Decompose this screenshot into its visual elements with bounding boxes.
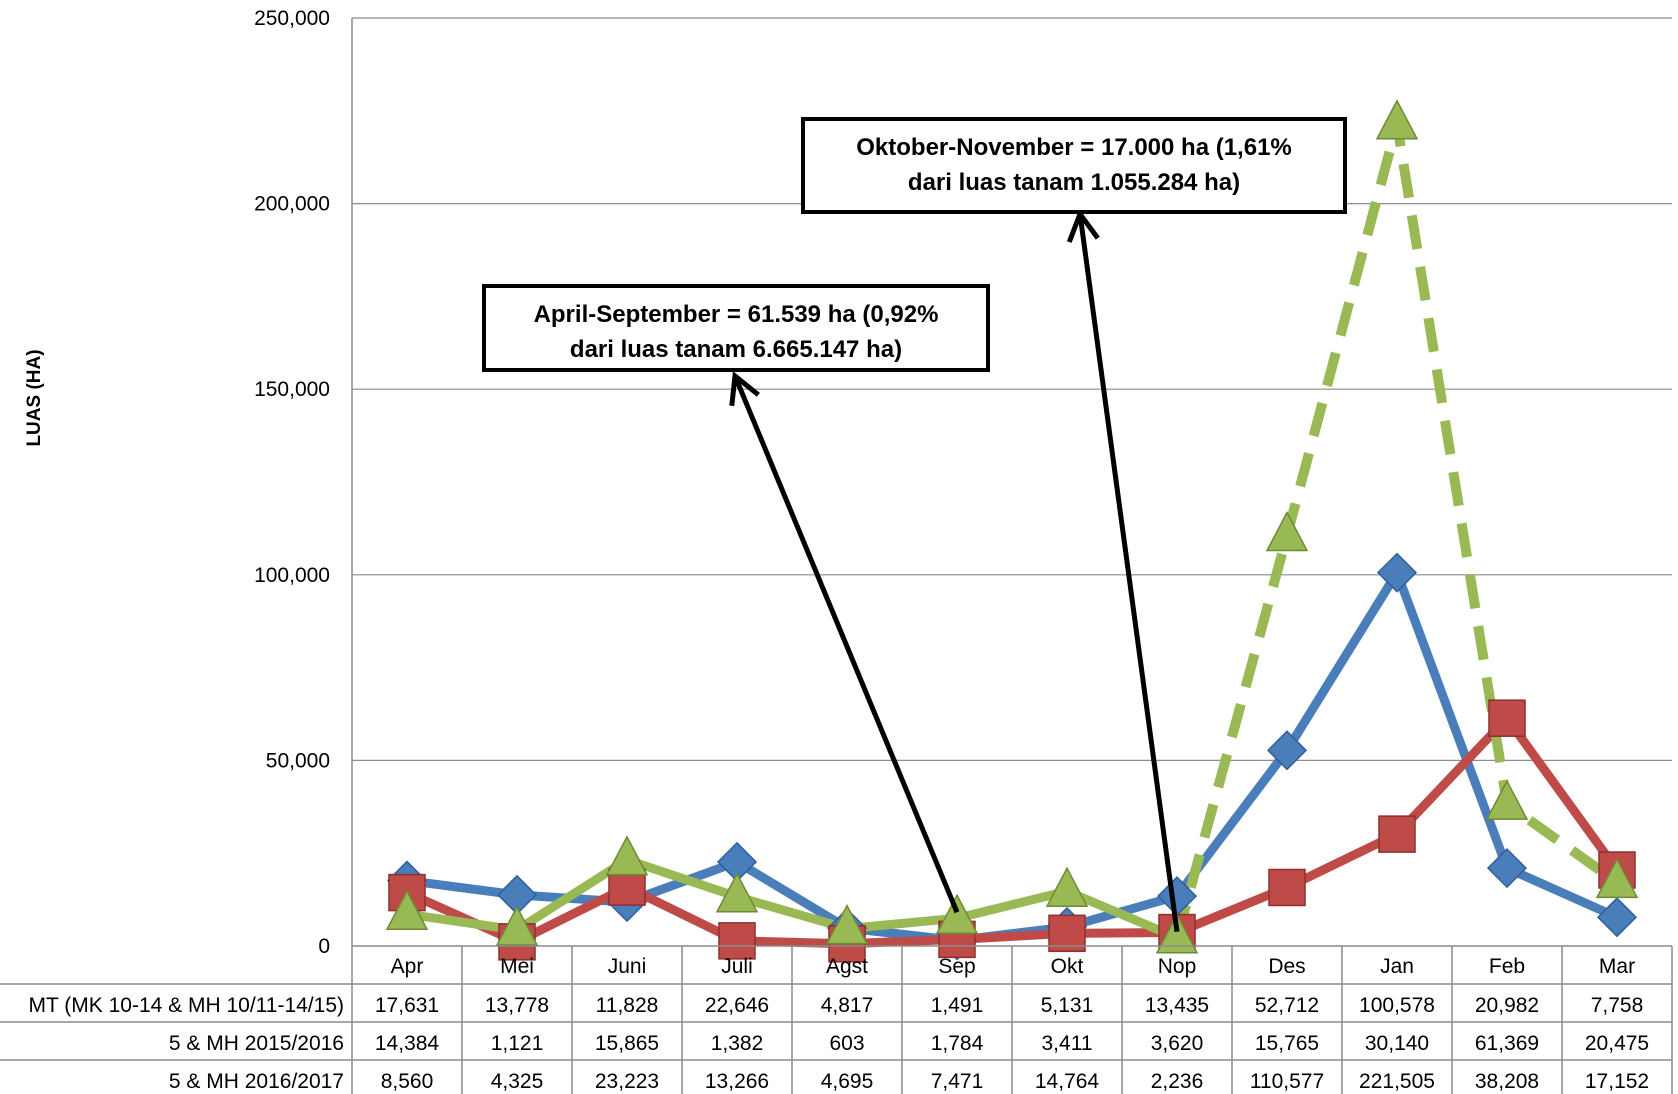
data-point-triangle — [1375, 99, 1419, 140]
data-label: 22,646 — [705, 994, 769, 1017]
data-point-diamond — [1596, 897, 1638, 938]
data-label: 23,223 — [595, 1070, 659, 1093]
data-label: 11,828 — [596, 994, 659, 1017]
series-name: 5 & MH 2015/2016 — [169, 1032, 344, 1055]
data-label: 38,208 — [1475, 1070, 1539, 1093]
category-label: Juli — [721, 955, 753, 978]
data-point-triangle — [385, 889, 429, 930]
data-label: 14,384 — [375, 1032, 440, 1055]
series-name: 5 & MH 2016/2017 — [169, 1070, 344, 1093]
data-label: 100,578 — [1359, 994, 1435, 1017]
series-line — [402, 713, 1622, 949]
data-label: 30,140 — [1365, 1032, 1429, 1055]
arrow-head — [729, 371, 760, 407]
y-tick-label: 0 — [318, 935, 330, 958]
category-label: Jan — [1380, 955, 1414, 978]
gridlines — [351, 17, 1672, 946]
data-label: 1,382 — [711, 1032, 764, 1055]
data-label: 1,784 — [931, 1032, 984, 1055]
data-label: 2,236 — [1151, 1070, 1204, 1093]
annotation-arrows — [729, 208, 1180, 933]
data-label: 221,505 — [1359, 1070, 1435, 1093]
data-point-diamond — [1266, 730, 1308, 771]
annotation-box — [482, 284, 990, 372]
data-point-triangle — [1485, 779, 1529, 820]
data-table: Apr Mei Juni Juli Agst Sep Okt Nop Des Jan Feb Mar M… — [0, 945, 1673, 1094]
arrow-shaft — [1077, 213, 1180, 933]
y-tick-label: 50,000 — [266, 749, 330, 772]
data-label: 1,491 — [931, 994, 984, 1017]
data-label: 4,695 — [821, 1070, 874, 1093]
data-label: 4,325 — [491, 1070, 544, 1093]
data-label: 15,865 — [595, 1032, 659, 1055]
y-tick-label: 150,000 — [254, 378, 330, 401]
data-label: 7,471 — [931, 1070, 984, 1093]
arrow-shaft — [732, 375, 960, 914]
data-point-square — [718, 922, 756, 960]
data-label: 15,765 — [1255, 1032, 1319, 1055]
data-point-triangle — [1595, 857, 1639, 899]
annotations: April-September = 61.539 ha (0,92% dari l… — [482, 117, 1347, 372]
category-label: Des — [1268, 955, 1305, 978]
data-point-triangle — [1265, 510, 1309, 552]
series-line-solid — [402, 855, 1182, 943]
data-label: 52,712 — [1255, 994, 1319, 1017]
data-label: 61,369 — [1475, 1032, 1539, 1055]
category-label: Apr — [391, 955, 424, 978]
data-label: 20,982 — [1475, 994, 1539, 1017]
data-label: 3,411 — [1042, 1032, 1093, 1055]
data-label: 3,620 — [1151, 1032, 1204, 1055]
data-label: 1,121 — [491, 1032, 544, 1055]
data-label: 14,764 — [1035, 1070, 1100, 1093]
y-tick-label: 100,000 — [254, 564, 330, 587]
y-axis-label: LUAS (HA) — [24, 349, 45, 446]
data-label: 110,577 — [1250, 1070, 1324, 1093]
data-label: 17,152 — [1585, 1070, 1649, 1093]
data-label: 13,778 — [485, 994, 549, 1017]
data-point-square — [1268, 868, 1306, 907]
data-point-triangle — [825, 903, 869, 945]
data-point-diamond — [1376, 552, 1418, 593]
y-tick-label: 200,000 — [254, 193, 330, 216]
data-point-triangle — [605, 835, 649, 876]
data-label: 5,131 — [1041, 994, 1094, 1017]
data-label: 13,266 — [705, 1070, 769, 1093]
category-label: Mei — [500, 955, 534, 978]
annotation-text: dari luas tanam 1.055.284 ha) — [908, 169, 1240, 196]
category-label: Nop — [1158, 955, 1197, 978]
y-axis-ticks: 0 50,000 100,000 150,000 200,000 250,000 — [254, 7, 330, 958]
data-label: 4,817 — [821, 994, 874, 1017]
y-tick-label: 250,000 — [254, 7, 330, 30]
data-point-diamond — [1486, 848, 1528, 889]
data-label: 13,435 — [1145, 994, 1209, 1017]
category-label: Mar — [1599, 955, 1635, 978]
category-label: Agst — [826, 955, 868, 978]
data-point-square — [1378, 815, 1416, 853]
category-label: Juni — [608, 955, 647, 978]
data-label: 603 — [829, 1032, 864, 1055]
data-label: 20,475 — [1585, 1032, 1649, 1055]
category-label: Okt — [1051, 955, 1084, 978]
data-point-triangle — [715, 872, 759, 913]
data-label: 7,758 — [1591, 994, 1644, 1017]
category-label: Sep — [938, 955, 975, 978]
series-name: MT (MK 10-14 & MH 10/11-14/15) — [28, 994, 344, 1017]
annotation-text: Oktober-November = 17.000 ha (1,61% — [856, 134, 1292, 161]
series-lines — [402, 118, 1622, 949]
annotation-text: dari luas tanam 6.665.147 ha) — [570, 336, 902, 363]
data-point-triangle — [495, 905, 539, 946]
series-markers — [385, 99, 1639, 963]
data-point-square — [1488, 699, 1526, 737]
annotation-box — [801, 117, 1347, 214]
data-label: 8,560 — [381, 1070, 434, 1093]
data-point-triangle — [1045, 866, 1089, 907]
data-point-triangle — [1155, 913, 1199, 954]
annotation-text: April-September = 61.539 ha (0,92% — [534, 301, 939, 328]
category-label: Feb — [1489, 955, 1525, 978]
data-point-triangle — [935, 893, 979, 935]
data-label: 17,631 — [375, 994, 439, 1017]
